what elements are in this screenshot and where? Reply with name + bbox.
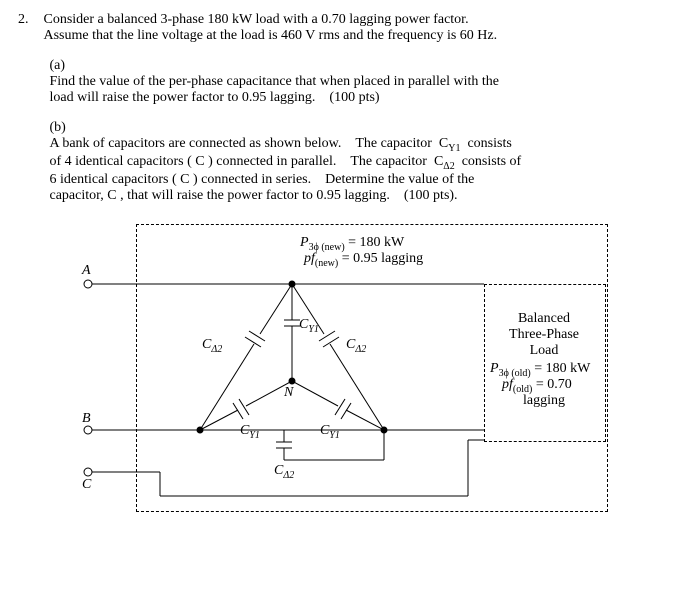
part-b-text: A bank of capacitors are connected as sh…	[50, 136, 630, 204]
terminal-C	[84, 468, 92, 476]
label-Cd2-left: CΔ2	[202, 337, 222, 355]
part-b-line3: 6 identical capacitors ( C ) connected i…	[50, 172, 475, 187]
part-a-line1: Find the value of the per-phase capacita…	[50, 74, 499, 89]
load-line2: Three-Phase	[509, 327, 579, 342]
intro-line1: Consider a balanced 3-phase 180 kW load …	[44, 12, 469, 27]
load-line3: Load	[529, 343, 558, 358]
load-line1: Balanced	[517, 311, 569, 326]
problem-block: 2. Consider a balanced 3-phase 180 kW lo…	[18, 12, 661, 204]
problem-number: 2.	[18, 12, 40, 28]
part-a-label: (a)	[50, 58, 72, 74]
part-a-text: Find the value of the per-phase capacita…	[50, 74, 630, 106]
part-b-line1: A bank of capacitors are connected as sh…	[50, 136, 512, 151]
label-A: A	[81, 263, 91, 278]
cap-wye-right	[292, 381, 384, 430]
cap-wye-top	[284, 284, 300, 381]
cap-delta-right	[292, 284, 384, 430]
terminal-B	[84, 426, 92, 434]
label-B: B	[82, 411, 91, 426]
label-Cy1-right: CY1	[320, 423, 340, 441]
label-N: N	[283, 385, 294, 400]
part-b-line4: capacitor, C , that will raise the power…	[50, 188, 458, 203]
part-b-label: (b)	[50, 120, 72, 136]
terminal-A	[84, 280, 92, 288]
part-b: (b) A bank of capacitors are connected a…	[50, 120, 654, 204]
intro-line2: Assume that the line voltage at the load…	[44, 28, 498, 43]
label-pf-old-tail: lagging	[523, 393, 565, 408]
part-a: (a) Find the value of the per-phase capa…	[50, 58, 654, 106]
problem-intro: Consider a balanced 3-phase 180 kW load …	[44, 12, 654, 204]
figure-labels: A B C N CY1 CY1 CY1 CΔ2 CΔ2 CΔ2 P3ϕ (new…	[81, 235, 591, 492]
label-Cy1-top: CY1	[299, 317, 319, 335]
part-b-line2: of 4 identical capacitors ( C ) connecte…	[50, 154, 522, 169]
label-pf-new: pf(new) = 0.95 lagging	[303, 251, 423, 269]
circuit-svg: A B C N CY1 CY1 CY1 CΔ2 CΔ2 CΔ2 P3ϕ (new…	[70, 224, 610, 514]
label-Cd2-bottom: CΔ2	[274, 463, 294, 481]
cap-delta-bottom	[200, 430, 384, 460]
label-C: C	[82, 477, 92, 492]
part-a-line2: load will raise the power factor to 0.95…	[50, 90, 380, 105]
label-Cy1-left: CY1	[240, 423, 260, 441]
label-Cd2-right: CΔ2	[346, 337, 366, 355]
circuit-figure: A B C N CY1 CY1 CY1 CΔ2 CΔ2 CΔ2 P3ϕ (new…	[70, 224, 610, 514]
cap-delta-left	[200, 284, 292, 430]
